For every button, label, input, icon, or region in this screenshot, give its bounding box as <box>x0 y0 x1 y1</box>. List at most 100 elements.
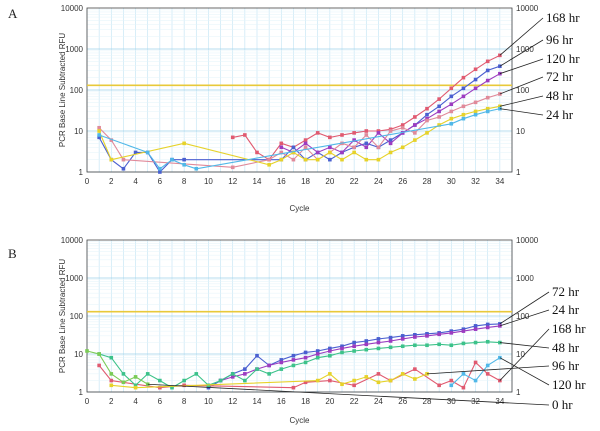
data-point <box>498 378 502 383</box>
data-point <box>340 150 344 155</box>
x-tick-label: 26 <box>398 177 407 186</box>
data-point <box>364 347 369 352</box>
data-point <box>291 385 296 390</box>
data-point <box>388 129 393 133</box>
data-point <box>291 150 296 155</box>
data-point <box>352 383 356 388</box>
x-tick-label: 10 <box>204 397 213 406</box>
data-point <box>437 115 441 119</box>
y-axis-label: PCR Base Line Subtracted RFU <box>58 259 67 373</box>
data-point <box>437 123 441 127</box>
data-point <box>413 377 417 381</box>
data-point <box>279 367 284 371</box>
series-label: 48 hr <box>546 88 574 103</box>
data-point <box>121 166 126 171</box>
data-point <box>255 150 259 155</box>
series-label: 72 hr <box>552 284 580 299</box>
series-label: 72 hr <box>546 69 574 84</box>
x-tick-label: 10 <box>204 177 213 186</box>
data-point <box>364 375 369 379</box>
data-point <box>449 116 454 121</box>
data-point <box>328 150 332 155</box>
data-point <box>182 378 186 383</box>
data-point <box>376 145 381 150</box>
data-point <box>315 131 320 135</box>
data-point <box>485 372 490 376</box>
data-point <box>97 135 101 140</box>
data-point <box>145 372 150 376</box>
data-point <box>425 332 429 336</box>
data-point <box>485 325 490 330</box>
data-point <box>243 372 247 376</box>
data-point <box>425 131 429 135</box>
leader-line <box>499 17 544 56</box>
y-tick-label-left: 100 <box>70 86 84 95</box>
x-tick-label: 4 <box>133 177 138 186</box>
data-point <box>364 339 369 343</box>
y-tick-label-left: 10 <box>74 127 83 136</box>
series-label: 24 hr <box>552 302 580 317</box>
data-point <box>413 367 417 371</box>
data-point <box>170 157 174 162</box>
series-label: 168 hr <box>546 10 580 25</box>
data-point <box>413 115 417 119</box>
data-point <box>473 77 478 82</box>
series-label: 120 hr <box>546 51 580 66</box>
data-point <box>291 353 296 358</box>
y-tick-label-left: 1 <box>79 388 84 397</box>
data-point <box>109 157 114 162</box>
data-point <box>97 125 101 130</box>
data-point <box>437 342 441 347</box>
series-120-hr <box>279 71 502 155</box>
data-point <box>267 372 271 376</box>
data-point <box>413 343 417 348</box>
data-point <box>340 350 344 355</box>
data-point <box>109 378 114 383</box>
data-point <box>303 355 308 360</box>
data-point <box>97 363 101 368</box>
data-point <box>400 334 405 338</box>
data-point <box>97 352 101 356</box>
series-label: 0 hr <box>552 397 573 412</box>
data-point <box>109 355 114 360</box>
x-tick-label: 30 <box>447 177 456 186</box>
data-point <box>485 68 490 73</box>
grid <box>86 8 513 173</box>
data-point <box>400 123 405 127</box>
data-point <box>473 360 478 365</box>
data-point <box>473 86 478 91</box>
data-point <box>364 129 369 133</box>
data-point <box>352 145 356 150</box>
data-point <box>315 150 320 155</box>
data-point <box>413 333 417 337</box>
data-point <box>461 327 466 331</box>
data-point <box>461 104 466 109</box>
data-point <box>437 332 441 337</box>
leader-line <box>499 95 544 107</box>
panel-label: B <box>8 246 17 261</box>
x-tick-label: 16 <box>277 177 286 186</box>
data-point <box>449 109 454 114</box>
data-point <box>413 138 417 142</box>
data-point <box>315 378 320 383</box>
data-point <box>279 157 284 162</box>
data-point <box>267 157 271 162</box>
data-point <box>449 86 454 91</box>
series-label: 120 hr <box>552 377 586 392</box>
series-label: 168 hr <box>552 321 586 336</box>
data-point <box>376 131 381 135</box>
series-label: 96 hr <box>552 358 580 373</box>
data-point <box>449 121 454 126</box>
data-point <box>303 380 308 385</box>
data-point <box>97 133 101 137</box>
data-point <box>158 170 162 174</box>
y-tick-label-left: 1000 <box>65 45 83 54</box>
data-point <box>352 340 356 345</box>
data-point <box>388 345 393 350</box>
data-point <box>303 350 308 355</box>
data-point <box>473 109 478 114</box>
data-point <box>121 157 126 162</box>
data-point <box>400 125 405 130</box>
